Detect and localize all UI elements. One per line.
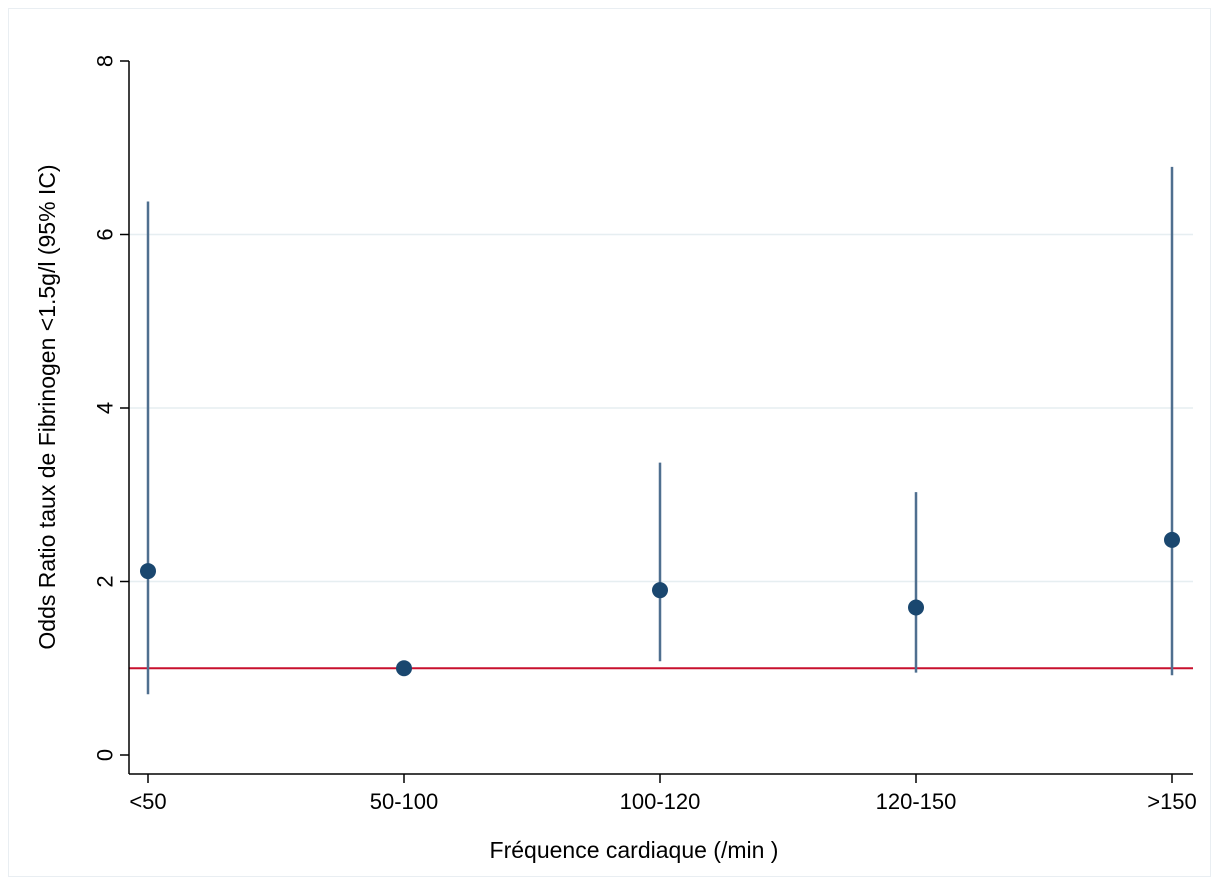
y-tick-label-6: 6 bbox=[93, 228, 118, 240]
y-axis-title: Odds Ratio taux de Fibrinogen <1.5g/l (9… bbox=[34, 164, 60, 649]
point-3 bbox=[908, 599, 924, 616]
x-tick-label-4: >150 bbox=[1147, 789, 1197, 814]
point-4 bbox=[1164, 531, 1180, 548]
tick-labels: 0 2 4 6 8 <50 50-100 100-120 120-150 >150 bbox=[93, 55, 1197, 814]
point-2 bbox=[652, 582, 668, 599]
axes bbox=[120, 60, 1193, 783]
x-axis-title: Fréquence cardiaque (/min ) bbox=[490, 837, 779, 863]
x-tick-label-0: <50 bbox=[129, 789, 166, 814]
y-tick-label-4: 4 bbox=[93, 402, 118, 414]
point-1 bbox=[396, 660, 412, 677]
x-tick-label-2: 100-120 bbox=[620, 789, 701, 814]
y-tick-label-8: 8 bbox=[93, 55, 118, 67]
y-tick-label-0: 0 bbox=[93, 749, 118, 761]
x-tick-label-3: 120-150 bbox=[876, 789, 957, 814]
confidence-intervals bbox=[146, 166, 1174, 695]
odds-ratio-chart: 0 2 4 6 8 <50 50-100 100-120 120-150 >150 Fréquen… bbox=[34, 55, 1197, 863]
x-tick-label-1: 50-100 bbox=[370, 789, 439, 814]
chart-frame: 0 2 4 6 8 <50 50-100 100-120 120-150 >150 Fréquen… bbox=[8, 8, 1211, 877]
point-estimates bbox=[140, 531, 1180, 677]
y-tick-label-2: 2 bbox=[93, 575, 118, 587]
point-0 bbox=[140, 563, 156, 580]
